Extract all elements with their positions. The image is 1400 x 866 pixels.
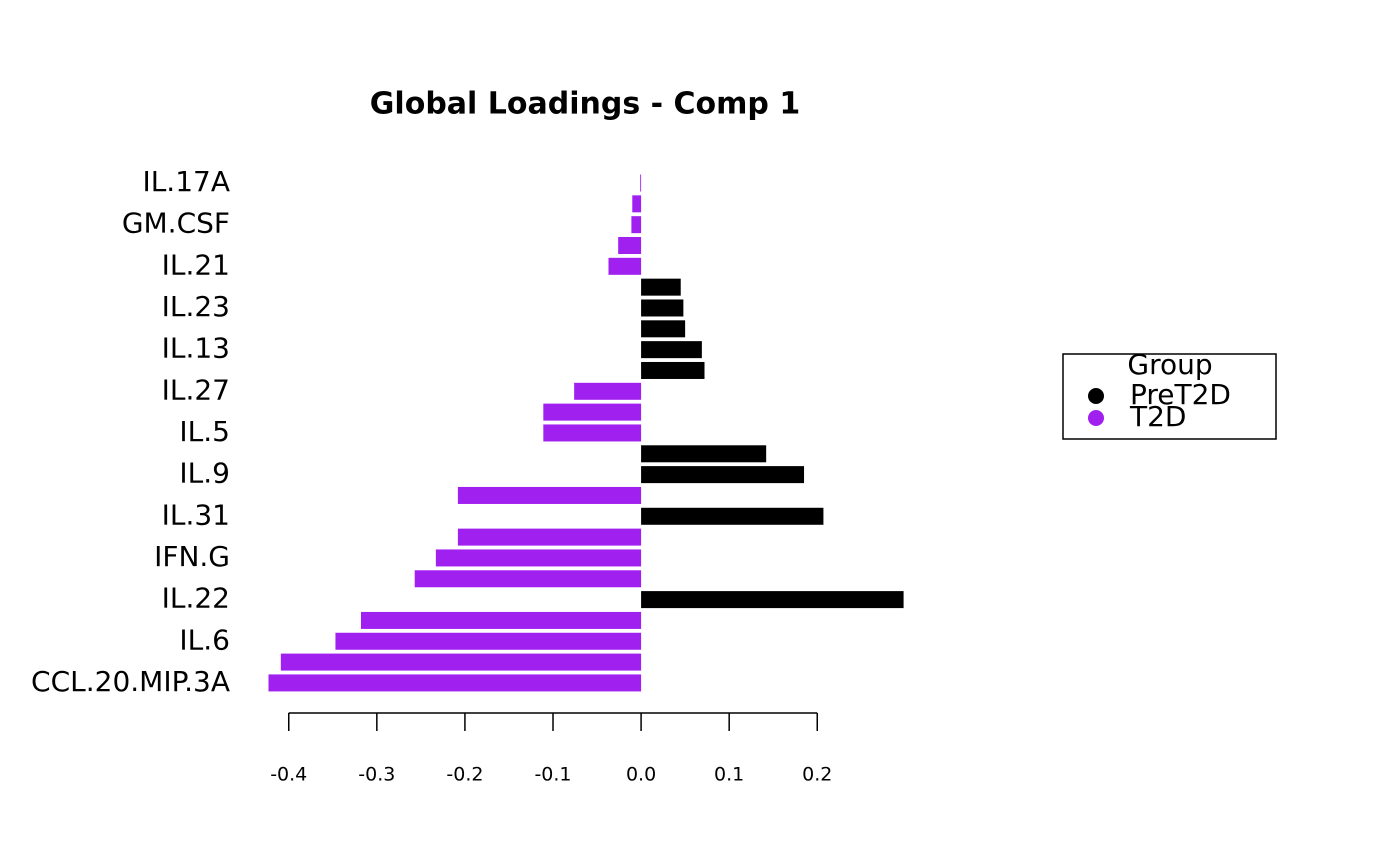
x-tick-label: -0.2 xyxy=(446,764,483,786)
x-tick-label: 0.2 xyxy=(802,764,832,786)
y-tick-label: IFN.G xyxy=(154,540,230,573)
y-tick-label: CCL.20.MIP.3A xyxy=(31,665,230,698)
chart-title: Global Loadings - Comp 1 xyxy=(370,87,800,122)
legend-label: PreT2D xyxy=(1130,378,1231,411)
bar xyxy=(543,403,642,421)
x-tick-label: 0.1 xyxy=(714,764,744,786)
y-tick-label: IL.31 xyxy=(162,498,230,531)
legend-marker xyxy=(1088,410,1104,426)
bar xyxy=(641,445,767,463)
y-tick-label: GM.CSF xyxy=(122,207,230,240)
y-tick-label: IL.9 xyxy=(179,457,230,490)
bar xyxy=(268,674,642,692)
y-tick-label: IL.6 xyxy=(179,623,230,656)
bar xyxy=(641,278,681,296)
y-tick-label: IL.5 xyxy=(179,415,230,448)
bar xyxy=(608,257,642,275)
bar xyxy=(631,216,642,234)
y-tick-label: IL.23 xyxy=(162,290,230,323)
legend-label: T2D xyxy=(1129,400,1186,433)
x-tick-label: -0.3 xyxy=(358,764,395,786)
bar xyxy=(641,361,705,379)
bar xyxy=(435,549,642,567)
x-tick-label: 0.0 xyxy=(626,764,656,786)
bar xyxy=(640,174,642,192)
bar xyxy=(457,486,642,504)
y-tick-label: IL.21 xyxy=(162,248,230,281)
bar xyxy=(543,424,642,442)
y-tick-label: IL.27 xyxy=(162,373,230,406)
bar xyxy=(457,528,642,546)
bar xyxy=(641,466,805,484)
y-tick-label: IL.13 xyxy=(162,332,230,365)
x-tick-label: -0.4 xyxy=(270,764,307,786)
bar xyxy=(280,653,642,671)
legend-marker xyxy=(1088,388,1104,404)
bar xyxy=(414,570,642,588)
bar xyxy=(641,591,904,609)
bar xyxy=(632,195,642,213)
bar xyxy=(641,320,686,338)
legend-title: Group xyxy=(1127,348,1212,381)
bar xyxy=(641,507,824,525)
bar xyxy=(641,299,684,317)
bar xyxy=(360,611,642,629)
bar xyxy=(641,341,702,359)
bar xyxy=(618,236,642,254)
bar xyxy=(574,382,642,400)
y-tick-label: IL.22 xyxy=(162,582,230,615)
x-tick-label: -0.1 xyxy=(534,764,571,786)
bar xyxy=(335,632,642,650)
legend-box xyxy=(1062,353,1277,440)
y-tick-label: IL.17A xyxy=(142,165,230,198)
